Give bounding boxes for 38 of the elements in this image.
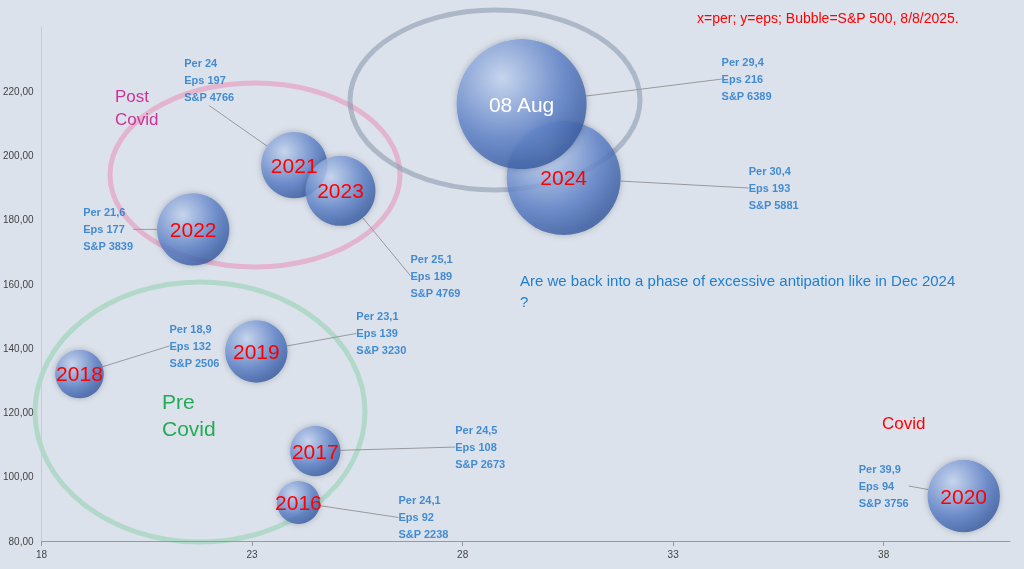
series-label: 2023 <box>317 179 364 203</box>
data-label: Per 39,9 Eps 94 S&P 3756 <box>858 463 909 510</box>
annotation: Pre Covid <box>162 390 216 440</box>
series-label: 2019 <box>232 339 280 363</box>
data-label: Per 24,5 Eps 108 S&P 2673 <box>455 424 506 471</box>
x-tick-label: 18 <box>36 548 48 560</box>
y-tick-label: 120,00 <box>2 407 35 418</box>
annotation: Post Covid <box>115 87 159 129</box>
series-label: 2018 <box>56 362 103 386</box>
x-tick-label: 38 <box>878 548 890 560</box>
y-tick-label: 140,00 <box>2 342 35 354</box>
data-label: Per 25,1 Eps 189 S&P 4769 <box>410 252 461 299</box>
y-tick-label: 200,00 <box>2 150 35 161</box>
series-label: 2017 <box>291 439 339 463</box>
x-tick-label: 28 <box>457 548 469 560</box>
data-label: Per 23,1 Eps 139 S&P 3230 <box>356 310 407 357</box>
data-label: Per 18,9 Eps 132 S&P 2506 <box>169 322 220 369</box>
data-label: Per 21,6 Eps 177 S&P 3839 <box>83 206 134 253</box>
x-tick-label: 23 <box>246 548 259 560</box>
series-label: 08 Aug <box>488 92 555 116</box>
series-label: 2024 <box>540 166 588 190</box>
series-label: 2016 <box>275 490 322 514</box>
data-label: Per 30,4 Eps 193 S&P 5881 <box>748 164 799 211</box>
series-label: 2021 <box>270 153 318 177</box>
series-label: 2020 <box>940 484 988 508</box>
series-label: 2022 <box>169 217 217 241</box>
y-tick-label: 160,00 <box>2 278 35 290</box>
y-tick-label: 80,00 <box>8 535 35 547</box>
chart-title: x=per; y=eps; Bubble=S&P 500, 8/8/2025. <box>697 10 959 26</box>
data-label: Per 29,4 Eps 216 S&P 6389 <box>721 56 772 103</box>
x-tick-label: 33 <box>667 548 680 560</box>
annotation: Covid <box>882 414 926 433</box>
y-tick-label: 180,00 <box>2 214 35 226</box>
y-tick-label: 220,00 <box>2 85 35 97</box>
data-label: Per 24 Eps 197 S&P 4766 <box>184 57 235 104</box>
y-tick-label: 100,00 <box>2 471 35 483</box>
annotation: Are we back into a phase of excessive antipation like in Dec 2024 ? <box>520 272 960 310</box>
data-label: Per 24,1 Eps 92 S&P 2238 <box>398 494 449 541</box>
